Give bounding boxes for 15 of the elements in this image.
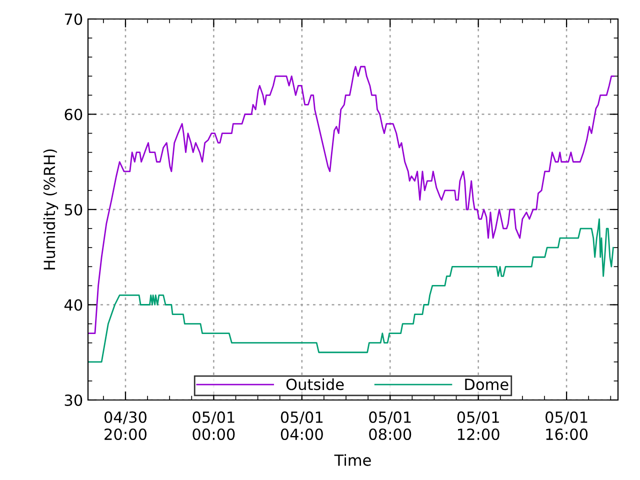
x-tick-label: 04/30 20:00 bbox=[104, 411, 146, 440]
x-axis-title: Time bbox=[334, 454, 371, 466]
x-tick-label: 05/01 12:00 bbox=[457, 411, 500, 440]
y-tick-label: 50 bbox=[64, 204, 82, 216]
y-tick-label: 40 bbox=[64, 299, 82, 311]
x-tick-label: 05/01 08:00 bbox=[369, 411, 412, 440]
y-tick-label: 30 bbox=[64, 394, 82, 406]
legend-label: Outside bbox=[286, 378, 344, 390]
legend-label: Dome bbox=[465, 378, 508, 390]
x-tick-label: 05/01 00:00 bbox=[192, 411, 235, 440]
x-tick-label: 05/01 04:00 bbox=[280, 411, 323, 440]
y-tick-label: 60 bbox=[64, 108, 82, 120]
y-tick-label: 70 bbox=[64, 13, 82, 26]
x-tick-label: 05/01 16:00 bbox=[546, 411, 588, 440]
y-axis-title: Humidity (%RH) bbox=[43, 149, 58, 270]
